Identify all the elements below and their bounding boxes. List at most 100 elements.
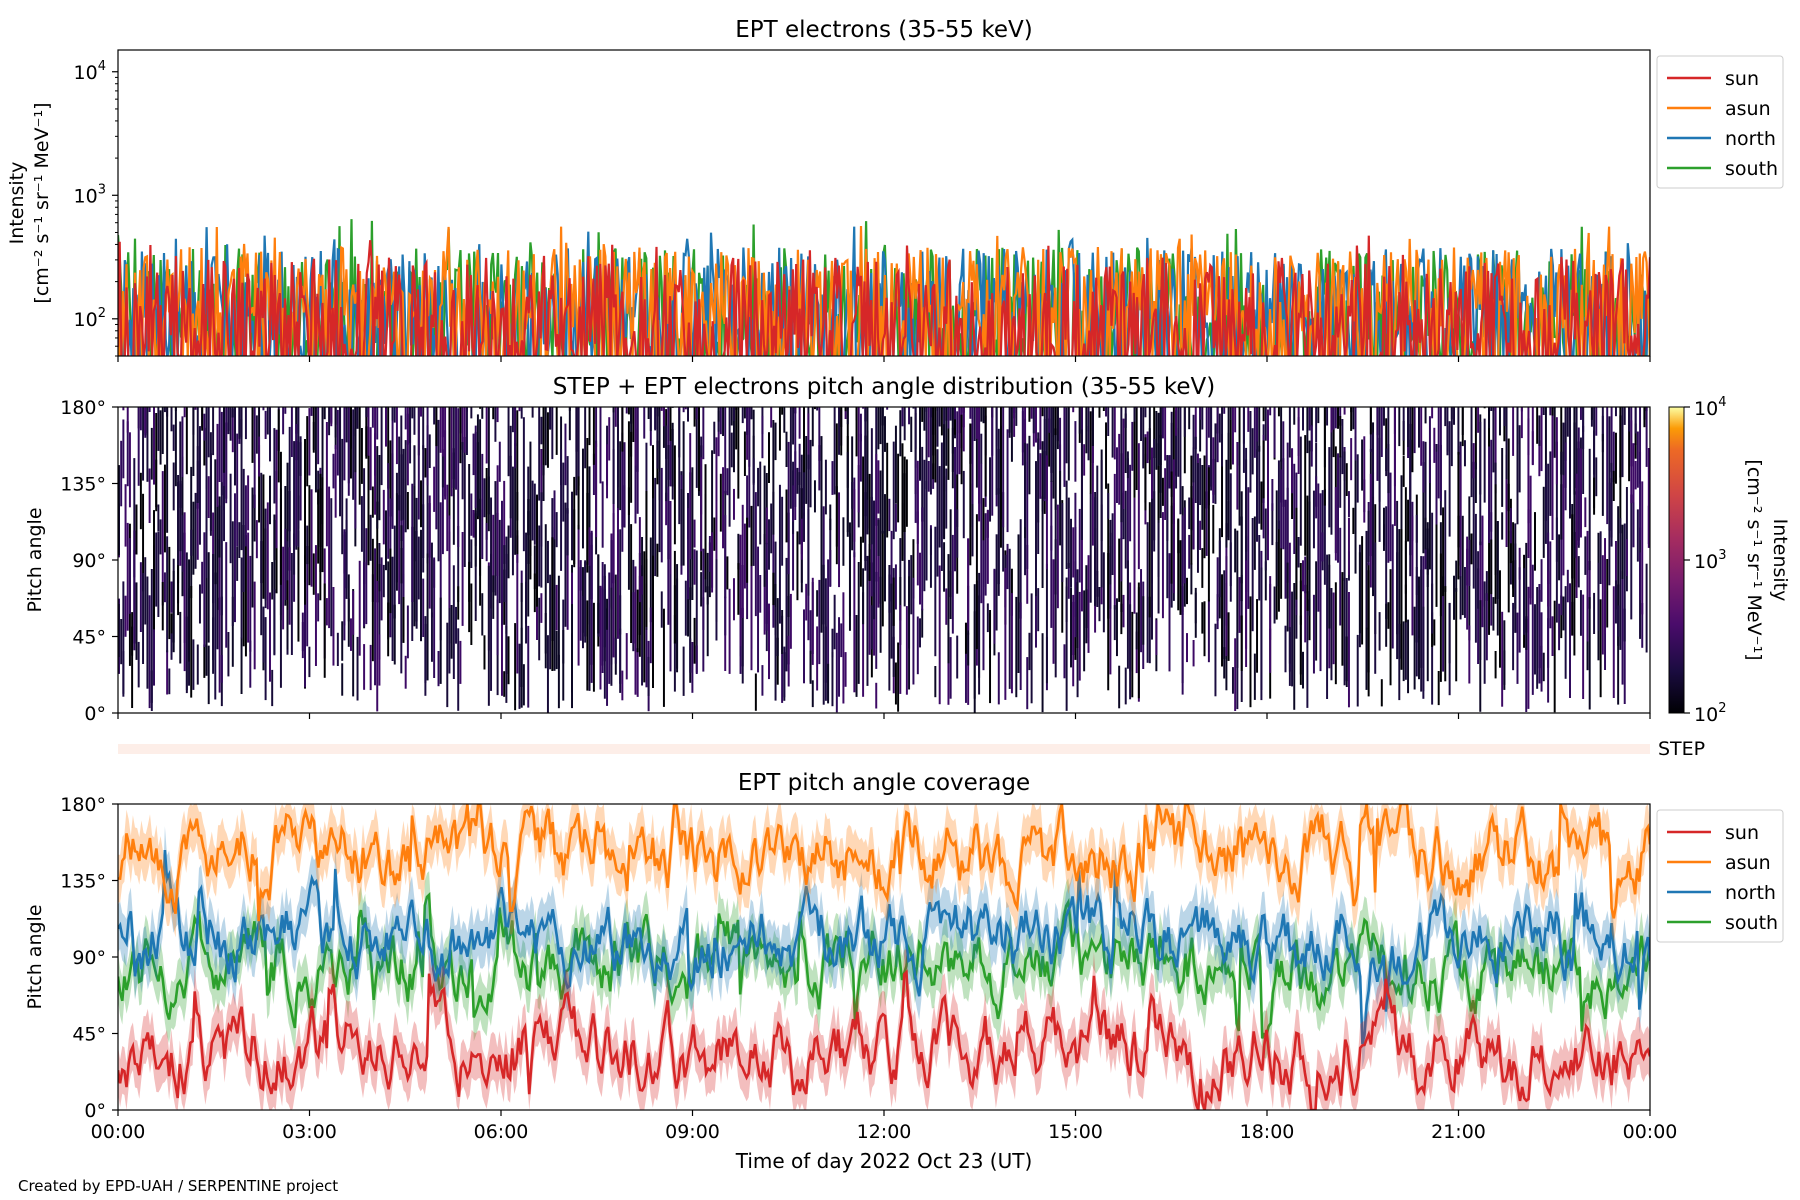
heatmap-cell (1131, 611, 1134, 698)
heatmap-cell (1262, 407, 1265, 422)
heatmap-cell (218, 597, 221, 693)
heatmap-cell (1133, 407, 1136, 498)
heatmap-cell (168, 546, 171, 640)
heatmap-cell (1017, 534, 1020, 673)
heatmap-cell (1512, 407, 1515, 456)
heatmap-cell (1192, 498, 1195, 550)
heatmap-cell (214, 459, 217, 585)
heatmap-cell (1124, 667, 1127, 705)
heatmap-cell (978, 407, 981, 522)
heatmap-cell (621, 407, 624, 452)
heatmap-cell (1161, 512, 1164, 619)
heatmap-cell (1135, 631, 1138, 674)
heatmap-cell (748, 407, 751, 528)
heatmap-cell (770, 503, 773, 554)
heatmap-cell (317, 489, 320, 564)
heatmap-cell (676, 564, 679, 669)
heatmap-cell (1043, 407, 1046, 499)
heatmap-cell (1109, 519, 1112, 585)
heatmap-cell (343, 531, 346, 641)
heatmap-cell (901, 443, 904, 561)
heatmap-cell (1477, 407, 1480, 433)
heatmap-cell (1579, 448, 1582, 538)
heatmap-cell (669, 407, 672, 487)
panel2-ylabel: Pitch angle (24, 507, 46, 612)
heatmap-cell (741, 504, 744, 618)
heatmap-cell (448, 553, 451, 674)
heatmap-cell (420, 480, 422, 528)
heatmap-cell (1148, 502, 1151, 618)
heatmap-cell (157, 532, 160, 617)
heatmap-cell (730, 407, 733, 426)
heatmap-cell (1562, 596, 1565, 631)
heatmap-cell (218, 496, 221, 558)
heatmap-cell (577, 524, 580, 666)
heatmap-cell (1207, 407, 1210, 438)
heatmap-cell (1455, 560, 1458, 592)
heatmap-cell (1089, 493, 1092, 603)
heatmap-cell (1190, 563, 1193, 595)
heatmap-cell (387, 602, 390, 657)
heatmap-cell (636, 589, 639, 653)
heatmap-cell (1201, 465, 1204, 530)
heatmap-cell (916, 616, 919, 675)
heatmap-cell (485, 407, 488, 464)
heatmap-cell (901, 503, 904, 556)
heatmap-cell (1026, 443, 1029, 569)
heatmap-cell (947, 407, 950, 429)
heatmap-cell (1481, 527, 1484, 628)
heatmap-cell (1039, 453, 1042, 499)
heatmap-cell (328, 486, 331, 629)
heatmap-cell (1321, 490, 1324, 571)
heatmap-cell (1164, 407, 1167, 461)
heatmap-cell (1579, 407, 1582, 420)
heatmap-cell (818, 445, 821, 491)
heatmap-cell (1010, 568, 1013, 616)
heatmap-cell (549, 407, 552, 430)
heatmap-cell (805, 583, 808, 621)
heatmap-cell (1494, 407, 1497, 494)
heatmap-cell (936, 407, 939, 447)
heatmap-cell (912, 407, 915, 409)
heatmap-cell (586, 492, 589, 573)
heatmap-cell (1065, 480, 1068, 569)
heatmap-cell (297, 530, 300, 642)
heatmap-cell (1293, 463, 1296, 554)
heatmap-cell (958, 407, 961, 475)
heatmap-cell (1446, 407, 1449, 456)
heatmap-cell (339, 407, 342, 517)
heatmap-cell (807, 454, 810, 596)
heatmap-cell (1536, 587, 1539, 689)
heatmap-cell (496, 465, 499, 576)
heatmap-cell (437, 651, 440, 687)
heatmap-cell (457, 586, 460, 620)
heatmap-cell (1245, 459, 1248, 552)
heatmap-cell (980, 433, 983, 464)
heatmap-cell (382, 564, 385, 598)
heatmap-cell (170, 407, 173, 432)
panel3-x-ticks: 00:00 03:00 06:00 09:00 12:00 15:00 18:00 21:00… (91, 1110, 1677, 1143)
heatmap-cell (483, 478, 486, 518)
heatmap-cell (308, 408, 311, 476)
heatmap-cell (538, 525, 541, 587)
x-tick-label: 06:00 (474, 1121, 529, 1143)
heatmap-cell (557, 654, 560, 709)
heatmap-cell (1398, 623, 1401, 701)
heatmap-cell (947, 554, 950, 664)
heatmap-cell (452, 452, 455, 545)
heatmap-cell (803, 512, 805, 542)
heatmap-cell (369, 644, 372, 691)
heatmap-cell (487, 565, 490, 706)
heatmap-cell (306, 416, 309, 487)
heatmap-cell (231, 407, 234, 418)
heatmap-cell (135, 504, 138, 555)
heatmap-cell (1345, 463, 1348, 496)
heatmap-cell (376, 446, 379, 529)
heatmap-cell (908, 576, 911, 690)
heatmap-cell (150, 569, 153, 711)
heatmap-cell (428, 495, 431, 609)
heatmap-cell (1643, 407, 1646, 428)
heatmap-cell (608, 417, 611, 461)
heatmap-cell (148, 468, 151, 523)
heatmap-cell (398, 436, 401, 511)
